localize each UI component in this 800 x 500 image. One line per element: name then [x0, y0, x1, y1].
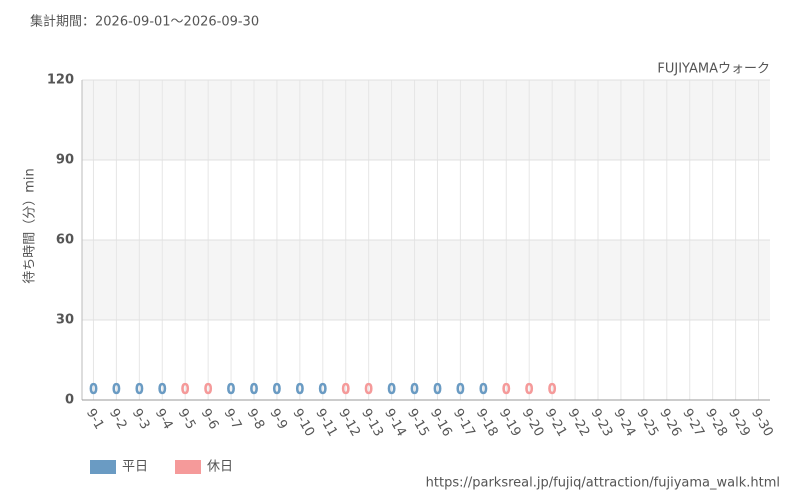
- plot-band: [82, 80, 770, 160]
- data-label: 0: [456, 383, 464, 398]
- x-tick-label: 9-13: [358, 406, 386, 439]
- plot-band: [82, 240, 770, 320]
- data-label: 0: [319, 383, 327, 398]
- x-tick-label: 9-20: [519, 406, 547, 439]
- chart-subtitle: FUJIYAMAウォーク: [657, 62, 770, 77]
- x-tick-label: 9-28: [702, 406, 730, 439]
- x-tick-label: 9-9: [266, 406, 290, 432]
- x-tick-label: 9-29: [725, 406, 753, 439]
- x-tick-label: 9-4: [152, 406, 176, 432]
- data-label: 0: [410, 383, 418, 398]
- data-label: 0: [296, 383, 304, 398]
- x-tick-label: 9-12: [335, 406, 363, 439]
- data-label: 0: [502, 383, 510, 398]
- x-tick-label: 9-2: [106, 406, 130, 432]
- x-tick-label: 9-6: [198, 406, 222, 432]
- x-tick-label: 9-23: [588, 406, 616, 439]
- y-tick-label: 120: [47, 73, 74, 88]
- data-label: 0: [135, 383, 143, 398]
- y-tick-label: 60: [56, 233, 74, 248]
- x-tick-label: 9-16: [427, 406, 455, 439]
- x-tick-label: 9-27: [679, 406, 707, 439]
- x-tick-label: 9-15: [404, 406, 432, 439]
- data-label: 0: [479, 383, 487, 398]
- data-label: 0: [365, 383, 373, 398]
- data-label: 0: [112, 383, 120, 398]
- x-tick-label: 9-10: [289, 406, 317, 439]
- x-tick-label: 9-26: [656, 406, 684, 439]
- data-label: 0: [273, 383, 281, 398]
- data-label: 0: [250, 383, 258, 398]
- data-label: 0: [548, 383, 556, 398]
- source-url: https://parksreal.jp/fujiq/attraction/fu…: [426, 476, 780, 491]
- x-tick-label: 9-19: [496, 406, 524, 439]
- x-tick-label: 9-3: [129, 406, 153, 432]
- x-tick-label: 9-8: [244, 406, 268, 432]
- legend-label: 平日: [122, 460, 148, 475]
- legend-swatch: [175, 460, 201, 474]
- x-tick-label: 9-25: [633, 406, 661, 439]
- data-label: 0: [525, 383, 533, 398]
- data-label: 0: [158, 383, 166, 398]
- x-tick-label: 9-22: [565, 406, 593, 439]
- data-label: 0: [181, 383, 189, 398]
- data-label: 0: [204, 383, 212, 398]
- data-label: 0: [227, 383, 235, 398]
- x-tick-label: 9-18: [473, 406, 501, 439]
- legend-swatch: [90, 460, 116, 474]
- data-label: 0: [387, 383, 395, 398]
- data-label: 0: [89, 383, 97, 398]
- x-tick-label: 9-14: [381, 406, 409, 439]
- legend-label: 休日: [207, 460, 233, 475]
- y-tick-label: 0: [65, 393, 74, 408]
- data-label: 0: [433, 383, 441, 398]
- x-tick-label: 9-7: [221, 406, 245, 432]
- x-tick-label: 9-30: [748, 406, 776, 439]
- x-tick-label: 9-24: [610, 406, 638, 439]
- x-tick-label: 9-5: [175, 406, 199, 432]
- x-tick-label: 9-21: [542, 406, 570, 439]
- y-tick-label: 30: [56, 313, 74, 328]
- data-label: 0: [342, 383, 350, 398]
- x-tick-label: 9-11: [312, 406, 340, 439]
- y-tick-label: 90: [56, 153, 74, 168]
- x-tick-label: 9-17: [450, 406, 478, 439]
- x-tick-label: 9-1: [83, 406, 107, 432]
- y-axis-label: 待ち時間（分）min: [23, 168, 38, 284]
- chart-title: 集計期間：2026-09-01～2026-09-30: [30, 14, 259, 30]
